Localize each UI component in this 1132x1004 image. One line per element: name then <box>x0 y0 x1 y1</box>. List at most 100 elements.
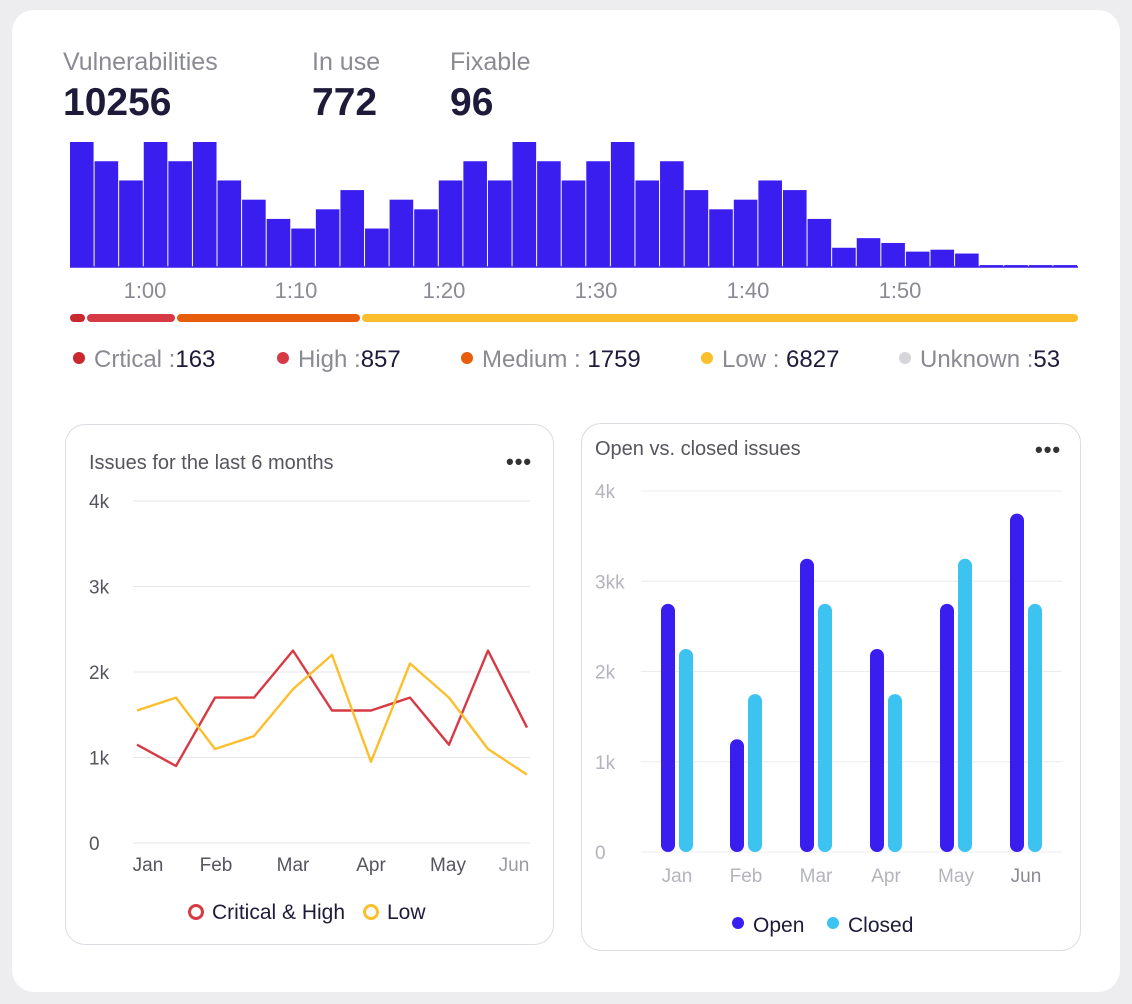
y-tick-label: 3k <box>89 578 110 599</box>
y-tick-label: 1k <box>89 749 110 770</box>
critical-high-ring-icon <box>188 904 204 920</box>
open-bar <box>940 603 954 852</box>
y-tick-label: 4k <box>89 492 110 513</box>
stat-value: 772 <box>312 81 378 124</box>
y-tick-label: 2k <box>89 663 110 684</box>
histogram-bar <box>463 161 487 267</box>
medium-dot-icon <box>461 352 473 364</box>
histogram-bar <box>807 218 832 267</box>
stat-label: Vulnerabilities <box>63 48 218 76</box>
x-tick-label: Jan <box>662 866 693 887</box>
x-tick-label: Feb <box>730 866 763 887</box>
histogram-bar <box>168 161 192 267</box>
x-tick-label: Apr <box>356 855 386 876</box>
histogram-bar <box>1028 265 1053 267</box>
histogram-bar <box>930 249 955 267</box>
x-tick-label: Mar <box>800 866 833 887</box>
closed-bar <box>818 603 832 852</box>
histogram-bar <box>365 228 389 267</box>
open-bar <box>870 648 884 852</box>
histogram-bar <box>192 142 217 267</box>
histogram-bar <box>955 253 979 267</box>
histogram-bar <box>709 209 733 267</box>
open-bar <box>1010 513 1024 852</box>
histogram-bar <box>782 190 807 267</box>
closed-bar <box>888 694 902 852</box>
histogram-bar <box>315 209 340 267</box>
x-tick-label: Jun <box>499 855 530 876</box>
critical-dot-icon <box>73 352 85 364</box>
legend-unknown: Unknown :53 <box>899 346 1060 374</box>
open-bar <box>800 558 814 852</box>
legend-label: Low : <box>722 346 787 373</box>
legend-low-line: Low <box>363 901 426 925</box>
histogram-bar <box>291 228 315 267</box>
more-options-icon[interactable]: ••• <box>506 449 533 474</box>
histogram-bar <box>414 209 438 267</box>
open-bar <box>730 739 744 852</box>
histogram-bar <box>905 251 930 267</box>
histogram-tick-label: 1:40 <box>727 278 770 303</box>
histogram-bar <box>610 142 635 267</box>
histogram-bar <box>1004 265 1028 267</box>
panel-title: Issues for the last 6 months <box>89 452 334 474</box>
y-tick-label: 1k <box>595 753 616 774</box>
x-tick-label: Feb <box>200 855 233 876</box>
histogram-bar <box>266 218 291 267</box>
x-tick-label: Apr <box>871 866 901 887</box>
histogram-bar <box>119 180 143 267</box>
legend-value: 1759 <box>587 346 641 373</box>
panel-title: Open vs. closed issues <box>595 438 801 460</box>
issues-line-chart-panel: Issues for the last 6 months ••• <box>65 424 554 945</box>
severity-segment <box>362 314 1078 322</box>
x-tick-label: May <box>938 866 974 887</box>
histogram-tick-label: 1:20 <box>423 278 466 303</box>
y-tick-label: 2k <box>595 663 616 684</box>
unknown-dot-icon <box>899 352 911 364</box>
x-tick-label: Jan <box>133 855 164 876</box>
stat-value: 96 <box>450 81 494 124</box>
severity-legend: Crtical :163 High :857 Medium : 1759 Low… <box>0 346 1132 376</box>
legend-label: Closed <box>848 914 914 937</box>
closed-bar <box>1028 603 1042 852</box>
histogram-bar <box>487 180 512 267</box>
legend-value: 6827 <box>786 346 840 373</box>
closed-bar <box>958 558 972 852</box>
histogram-bar <box>684 190 709 267</box>
histogram-bar <box>881 242 905 267</box>
severity-segment <box>70 314 86 322</box>
stat-value: 10256 <box>63 81 172 124</box>
legend-low: Low : 6827 <box>701 346 839 374</box>
histogram-tick-label: 1:00 <box>124 278 167 303</box>
histogram-bar <box>217 180 242 267</box>
open-dot-icon <box>732 917 744 929</box>
y-tick-label: 0 <box>595 843 606 864</box>
legend-medium: Medium : 1759 <box>461 346 641 374</box>
histogram-bar <box>94 161 119 267</box>
stat-vulnerabilities: Vulnerabilities 10256 <box>63 48 218 125</box>
y-tick-label: 4k <box>595 482 616 503</box>
legend-label: Critical & High <box>212 901 346 924</box>
closed-bar <box>748 694 762 852</box>
low-line <box>136 653 528 776</box>
legend-open: Open <box>732 914 804 938</box>
more-options-icon[interactable]: ••• <box>1035 437 1062 462</box>
histogram-bar <box>389 199 414 267</box>
open-bar <box>661 603 675 852</box>
stat-in-use: In use 772 <box>312 48 380 125</box>
histogram-bar <box>733 199 758 267</box>
closed-dot-icon <box>827 917 839 929</box>
severity-segment <box>177 314 361 322</box>
histogram-bar <box>758 180 782 267</box>
low-dot-icon <box>701 352 713 364</box>
y-tick-label: 3kk <box>595 572 625 593</box>
histogram-bar <box>70 142 94 267</box>
histogram-bar <box>561 180 586 267</box>
high-dot-icon <box>277 352 289 364</box>
legend-label: Open <box>753 914 805 937</box>
y-tick-label: 0 <box>89 834 100 855</box>
legend-label: Medium : <box>482 346 588 373</box>
legend-label: Low <box>387 901 426 924</box>
